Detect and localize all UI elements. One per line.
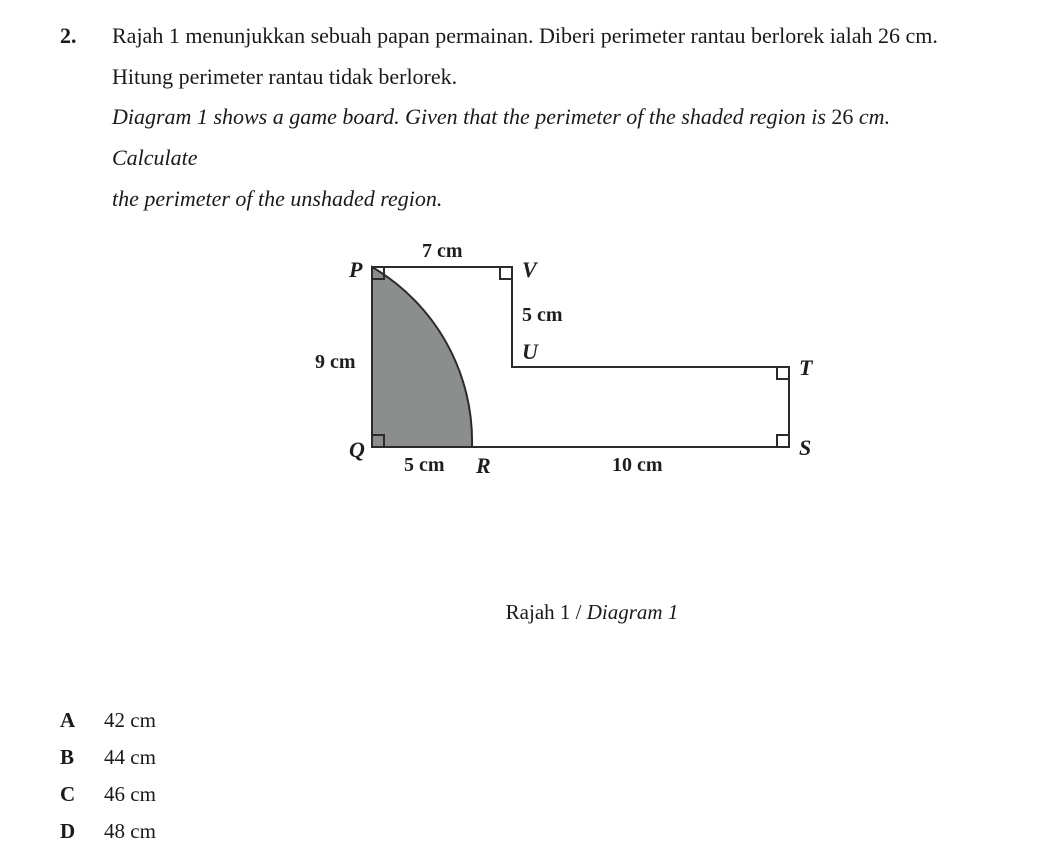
label-10cm: 10 cm xyxy=(612,455,663,475)
option-text-C: 46 cm xyxy=(104,776,156,813)
point-R: R xyxy=(476,455,491,477)
option-C[interactable]: C 46 cm xyxy=(60,776,979,813)
option-text-B: 44 cm xyxy=(104,739,156,776)
answer-options: A 42 cm B 44 cm C 46 cm D 48 cm xyxy=(60,702,979,849)
point-Q: Q xyxy=(349,439,365,461)
option-D[interactable]: D 48 cm xyxy=(60,813,979,849)
diagram-1: 7 cm 9 cm 5 cm 5 cm 10 cm P V U T S R Q xyxy=(312,237,872,547)
option-B[interactable]: B 44 cm xyxy=(60,739,979,776)
point-U: U xyxy=(522,341,538,363)
diagram-svg xyxy=(312,237,872,547)
option-letter-A: A xyxy=(60,702,82,739)
diagram-caption: Rajah 1 / Diagram 1 xyxy=(312,593,872,632)
question-body: Rajah 1 menunjukkan sebuah papan permain… xyxy=(112,16,979,640)
point-T: T xyxy=(799,357,812,379)
figure-wrap: 7 cm 9 cm 5 cm 5 cm 10 cm P V U T S R Q … xyxy=(112,237,979,632)
question-text-ms-1: Rajah 1 menunjukkan sebuah papan permain… xyxy=(112,16,979,57)
question-text-en-2: the perimeter of the unshaded region. xyxy=(112,179,979,220)
option-letter-B: B xyxy=(60,739,82,776)
caption-sep: / xyxy=(570,600,586,624)
caption-en: Diagram 1 xyxy=(587,600,679,624)
label-9cm: 9 cm xyxy=(315,352,356,372)
option-text-D: 48 cm xyxy=(104,813,156,849)
point-S: S xyxy=(799,437,811,459)
option-letter-C: C xyxy=(60,776,82,813)
label-7cm: 7 cm xyxy=(422,241,463,261)
question-row: 2. Rajah 1 menunjukkan sebuah papan perm… xyxy=(60,16,979,640)
question-text-en-1: Diagram 1 shows a game board. Given that… xyxy=(112,97,979,178)
option-text-A: 42 cm xyxy=(104,702,156,739)
point-V: V xyxy=(522,259,537,281)
label-5cm-right: 5 cm xyxy=(522,305,563,325)
option-letter-D: D xyxy=(60,813,82,849)
question-text-en-1-num: 26 xyxy=(831,104,853,129)
question-text-ms-2: Hitung perimeter rantau tidak berlorek. xyxy=(112,57,979,98)
option-A[interactable]: A 42 cm xyxy=(60,702,979,739)
point-P: P xyxy=(349,259,362,281)
label-5cm-bottom: 5 cm xyxy=(404,455,445,475)
caption-ms: Rajah 1 xyxy=(506,600,571,624)
question-number: 2. xyxy=(60,16,112,57)
page: 2. Rajah 1 menunjukkan sebuah papan perm… xyxy=(0,0,1039,815)
question-text-en-1a: Diagram 1 shows a game board. Given that… xyxy=(112,104,831,129)
